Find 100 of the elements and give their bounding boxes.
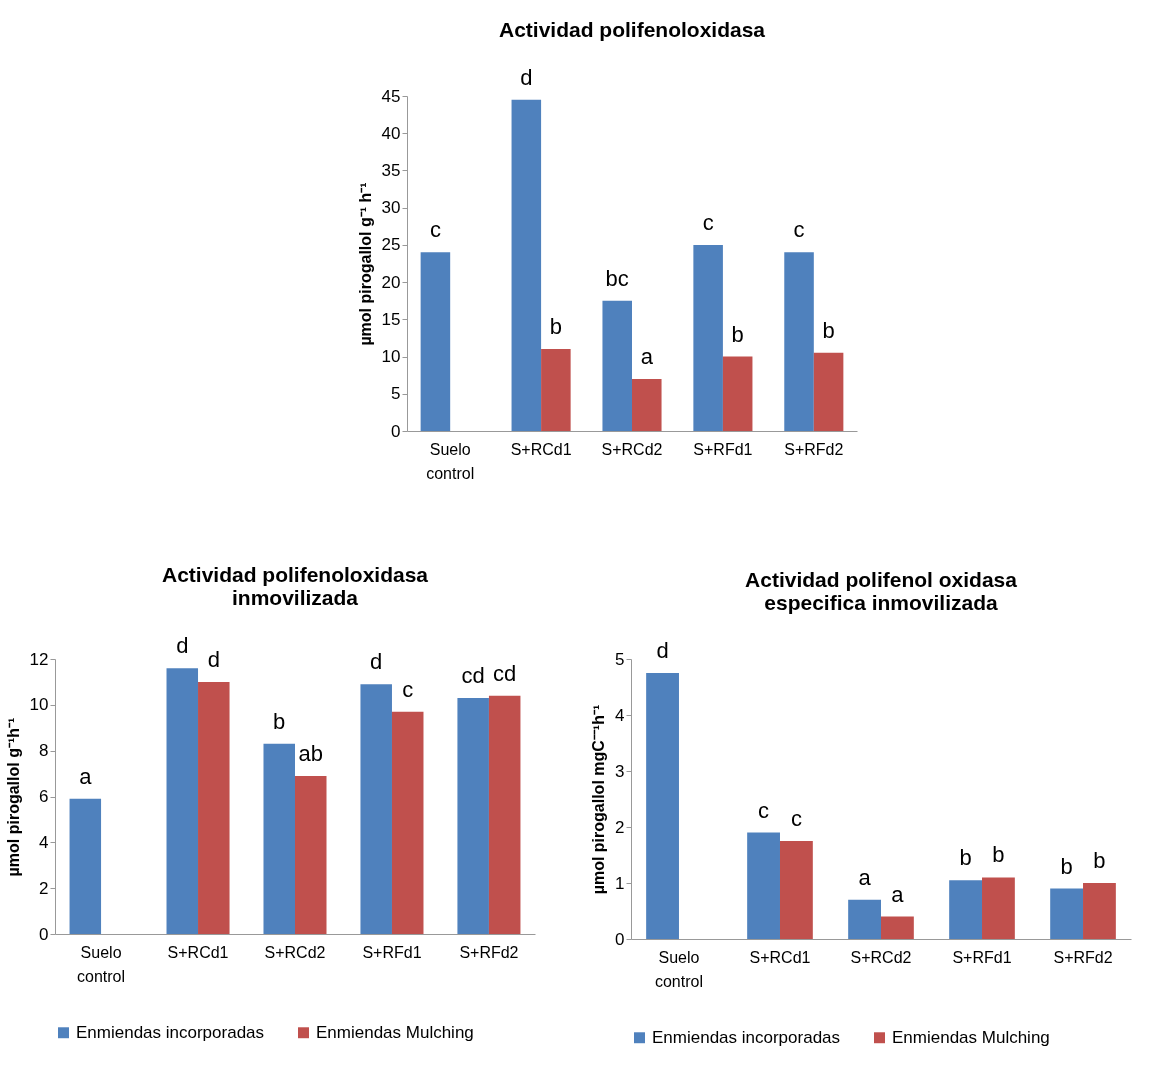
data-label: ab: [298, 740, 323, 766]
bar: [949, 880, 983, 939]
bar: [881, 916, 914, 939]
x-tick-label: S+RCd1: [510, 440, 572, 458]
x-tick-label: S+RCd1: [167, 943, 229, 961]
y-tick-label: 10: [381, 347, 401, 367]
x-tick-label: S+RCd2: [264, 943, 326, 961]
y-tick-label: 4: [39, 832, 49, 852]
y-tick-label: 0: [615, 929, 625, 949]
data-label: d: [207, 646, 220, 672]
bar: [541, 349, 571, 431]
x-tick-label: S+RFd1: [693, 440, 753, 458]
y-tick-label: 0: [39, 924, 49, 944]
y-tick-label: 5: [615, 649, 625, 669]
legend-label: Enmiendas Mulching: [892, 1027, 1050, 1047]
y-axis-title: µmol pirogallol g⁻¹ h⁻¹: [356, 182, 374, 346]
data-label: c: [402, 676, 414, 702]
data-label: cd: [461, 662, 485, 688]
y-tick-label: 3: [615, 761, 625, 781]
bar: [632, 378, 662, 431]
data-label: a: [858, 864, 872, 890]
x-tick-label: Suelo control: [426, 440, 475, 482]
chart-title: Actividad polifenol oxidasa especifica inmovilizada: [745, 568, 1018, 614]
data-label: d: [520, 64, 533, 90]
data-label: c: [702, 209, 714, 235]
bar: [1083, 883, 1116, 939]
x-tick-label: S+RCd2: [850, 948, 912, 966]
y-axis-title: µmol pirogallol mgC⁻⁻¹h⁻¹: [590, 704, 608, 895]
y-tick-label: 0: [391, 421, 401, 441]
x-tick-label: S+RCd1: [749, 948, 811, 966]
y-tick-label: 15: [381, 309, 401, 329]
bar: [779, 841, 813, 939]
bar: [166, 668, 199, 934]
bar: [784, 252, 814, 431]
y-tick-label: 25: [381, 235, 401, 255]
data-label: b: [1060, 853, 1073, 879]
y-axis-title: µmol pirogallol g⁻¹h⁻¹: [4, 717, 22, 877]
legend-label: Enmiendas Mulching: [316, 1022, 474, 1042]
data-label: c: [429, 217, 441, 243]
bar: [511, 99, 542, 431]
y-tick-label: 10: [29, 695, 49, 715]
x-tick-label: S+RFd2: [459, 943, 519, 961]
data-label: b: [1093, 848, 1106, 873]
bar: [722, 356, 753, 431]
bar: [747, 832, 780, 939]
legend-label: Enmiendas incorporadas: [652, 1027, 841, 1047]
x-tick-label: S+RFd1: [362, 943, 422, 961]
data-label: c: [758, 797, 770, 823]
data-label: c: [790, 806, 802, 831]
bar: [391, 711, 424, 934]
bar: [198, 681, 230, 934]
data-label: c: [793, 217, 805, 243]
y-tick-label: 5: [391, 384, 401, 404]
y-tick-label: 6: [39, 787, 49, 806]
x-tick-label: S+RCd2: [601, 440, 663, 458]
data-label: a: [79, 763, 93, 789]
data-label: b: [731, 321, 744, 347]
data-label: b: [959, 845, 972, 871]
data-label: a: [640, 343, 654, 369]
data-label: a: [891, 881, 905, 907]
y-tick-label: 35: [381, 160, 401, 180]
y-tick-label: 12: [29, 649, 49, 669]
y-tick-label: 30: [381, 198, 401, 218]
bar: [1050, 888, 1084, 939]
data-label: bc: [605, 265, 629, 291]
data-label: d: [176, 633, 189, 659]
bar: [69, 798, 102, 934]
y-tick-label: 40: [381, 123, 401, 143]
bar: [360, 684, 392, 934]
y-tick-label: 1: [615, 873, 625, 893]
y-tick-label: 20: [381, 272, 401, 292]
x-tick-label: Suelo control: [654, 948, 703, 990]
y-tick-label: 2: [615, 817, 625, 837]
x-tick-label: Suelo control: [77, 943, 126, 985]
data-label: d: [656, 638, 669, 663]
y-tick-label: 2: [39, 878, 49, 898]
bar: [982, 877, 1015, 939]
y-tick-label: 45: [381, 86, 401, 106]
bar: [295, 775, 327, 934]
bar: [457, 697, 489, 934]
x-tick-label: S+RFd2: [1053, 948, 1113, 966]
bar: [263, 743, 295, 934]
x-tick-label: S+RFd2: [784, 440, 844, 458]
y-tick-label: 4: [615, 705, 625, 725]
data-label: b: [273, 708, 286, 734]
chart-title: Actividad polifenoloxidasa: [498, 17, 766, 41]
data-label: d: [370, 649, 383, 675]
bar: [646, 673, 679, 939]
bar: [488, 695, 521, 934]
bar: [813, 352, 844, 431]
data-label: b: [549, 314, 562, 340]
bar: [693, 244, 723, 431]
data-label: cd: [493, 660, 517, 686]
x-tick-label: S+RFd1: [952, 948, 1012, 966]
chart-title: Actividad polifenoloxidasa inmovilizada: [161, 563, 429, 610]
bar: [602, 300, 632, 431]
legend-label: Enmiendas incorporadas: [76, 1022, 265, 1042]
data-label: b: [992, 842, 1005, 868]
data-label: b: [822, 317, 835, 343]
bar: [420, 252, 451, 431]
